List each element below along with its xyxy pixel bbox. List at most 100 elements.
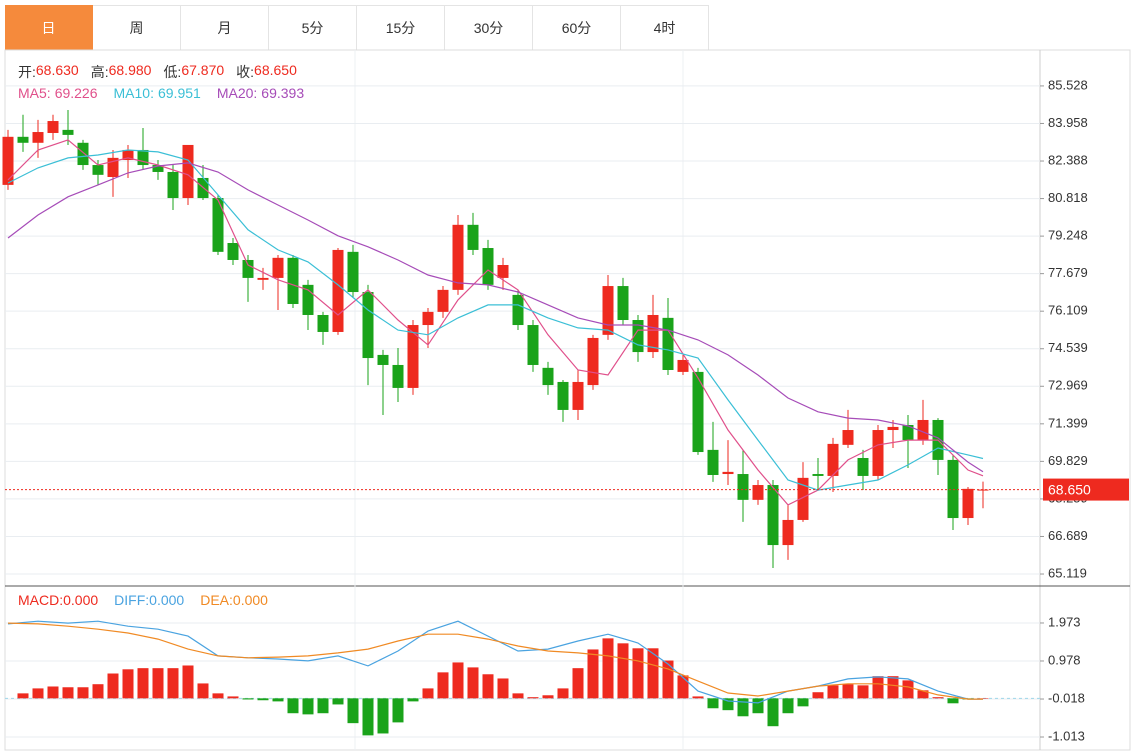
macd-bar bbox=[437, 672, 449, 699]
legend-value: 0.000 bbox=[149, 592, 185, 608]
candle-body bbox=[812, 474, 824, 476]
macd-bar bbox=[572, 668, 584, 699]
macd-bar bbox=[602, 638, 614, 699]
candle-body bbox=[872, 430, 884, 476]
candle-body bbox=[2, 136, 14, 185]
macd-bar bbox=[17, 693, 29, 699]
candle-body bbox=[62, 129, 74, 135]
macd-bar bbox=[227, 696, 239, 699]
candle-body bbox=[842, 430, 854, 445]
candle-body bbox=[17, 136, 29, 143]
y-tick-label: 83.958 bbox=[1048, 115, 1088, 130]
macd-bar bbox=[677, 675, 689, 699]
macd-bar bbox=[32, 688, 44, 699]
y-tick-label: 69.829 bbox=[1048, 453, 1088, 468]
candle-body bbox=[722, 471, 734, 475]
candle-body bbox=[662, 317, 674, 370]
macd-bar bbox=[392, 698, 404, 723]
candle-body bbox=[452, 224, 464, 290]
macd-bar bbox=[497, 678, 509, 699]
period-tab[interactable]: 30分 bbox=[445, 5, 533, 50]
info-value: 68.980 bbox=[108, 62, 152, 78]
macd-bar bbox=[167, 668, 179, 699]
candle-body bbox=[137, 149, 149, 166]
candle-body bbox=[77, 142, 89, 166]
period-tab[interactable]: 月 bbox=[181, 5, 269, 50]
macd-bar bbox=[77, 687, 89, 699]
macd-bar bbox=[827, 685, 839, 699]
info-name: 高: bbox=[90, 64, 109, 80]
legend-name: MA10: bbox=[113, 85, 154, 101]
period-tab[interactable]: 15分 bbox=[357, 5, 445, 50]
period-tab[interactable]: 周 bbox=[93, 5, 181, 50]
frame bbox=[4, 49, 1131, 751]
y-tick-label: 0.978 bbox=[1048, 652, 1081, 667]
candle-body bbox=[302, 284, 314, 315]
y-tick-label: 76.109 bbox=[1048, 303, 1088, 318]
macd-bar bbox=[707, 698, 719, 709]
candle-body bbox=[572, 381, 584, 410]
line-series bbox=[7, 622, 983, 700]
candle-body bbox=[752, 485, 764, 500]
candle-body bbox=[32, 132, 44, 143]
candle-body bbox=[257, 277, 269, 280]
y-tick-label: 80.818 bbox=[1048, 190, 1088, 205]
macd-bar bbox=[407, 698, 419, 702]
candle-body bbox=[617, 286, 629, 321]
macd-bar bbox=[872, 676, 884, 699]
period-tab[interactable]: 5分 bbox=[269, 5, 357, 50]
candle-body bbox=[887, 426, 899, 431]
macd-bar bbox=[617, 643, 629, 699]
macd-bar bbox=[62, 687, 74, 699]
candle-body bbox=[347, 251, 359, 293]
candle-body bbox=[902, 425, 914, 441]
candle-body bbox=[557, 381, 569, 410]
y-tick-label: 66.689 bbox=[1048, 528, 1088, 543]
legend-value: 69.393 bbox=[261, 85, 305, 101]
candle-body bbox=[827, 443, 839, 476]
y-tick-label: 71.399 bbox=[1048, 415, 1088, 430]
macd-bar bbox=[857, 685, 869, 699]
macd-bar bbox=[812, 692, 824, 699]
period-tab[interactable]: 4时 bbox=[621, 5, 709, 50]
candle-body bbox=[527, 325, 539, 365]
macd-bar bbox=[362, 698, 374, 736]
macd-bar bbox=[632, 648, 644, 699]
period-tab[interactable]: 60分 bbox=[533, 5, 621, 50]
macd-bar bbox=[467, 667, 479, 699]
macd-bar bbox=[377, 698, 389, 734]
legend-value: 0.000 bbox=[63, 592, 99, 608]
candle-body bbox=[362, 292, 374, 359]
macd-bar bbox=[332, 698, 344, 705]
candle-body bbox=[707, 449, 719, 475]
period-tab[interactable]: 日 bbox=[5, 5, 93, 50]
macd-bar bbox=[347, 698, 359, 724]
candle-body bbox=[602, 286, 614, 335]
macd-bar bbox=[287, 698, 299, 714]
ma-legend: MA5: 69.226 MA10: 69.951 MA20: 69.393 bbox=[18, 85, 320, 101]
legend-value: 69.226 bbox=[54, 85, 98, 101]
info-value: 67.870 bbox=[181, 62, 225, 78]
candle-body bbox=[647, 314, 659, 353]
candle-body bbox=[272, 257, 284, 278]
candle-body bbox=[212, 198, 224, 252]
macd-bar bbox=[542, 695, 554, 699]
macd-bar bbox=[767, 698, 779, 727]
macd-bar bbox=[182, 665, 194, 699]
candle-body bbox=[47, 121, 59, 133]
macd-bar bbox=[482, 674, 494, 699]
candle-body bbox=[737, 474, 749, 500]
y-tick-label: 72.969 bbox=[1048, 378, 1088, 393]
macd-bar bbox=[137, 668, 149, 699]
y-tick-label: 77.679 bbox=[1048, 265, 1088, 280]
candle-body bbox=[152, 165, 164, 172]
macd-bar bbox=[737, 698, 749, 717]
macd-bar bbox=[587, 649, 599, 699]
candle-body bbox=[287, 257, 299, 304]
macd-bar bbox=[212, 693, 224, 699]
line-series bbox=[7, 139, 984, 506]
macd-bar bbox=[557, 688, 569, 699]
legend-value: 0.000 bbox=[232, 592, 268, 608]
macd-bar bbox=[752, 698, 764, 714]
info-value: 68.650 bbox=[254, 62, 297, 78]
